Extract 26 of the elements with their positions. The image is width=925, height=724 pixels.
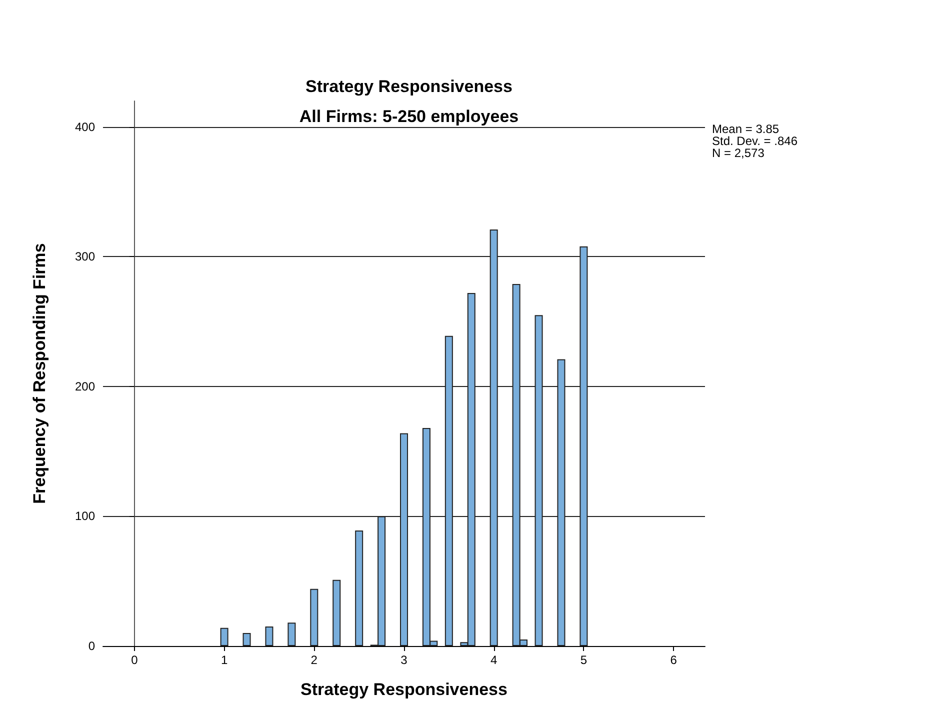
text: Std. Dev. = .846 [712,134,798,148]
x-tick-label: 4 [490,653,498,667]
y-axis-title: Frequency of Responding Firms [30,243,49,504]
bar [310,588,318,646]
x-tick-label: 6 [670,653,678,667]
chart-title: Strategy Responsiveness [306,77,512,96]
x-tick-label: 5 [580,653,588,667]
x-tick-label: 3 [400,653,408,667]
y-tick-label: 300 [74,250,96,264]
bar [332,580,341,646]
bar [242,633,251,646]
text: Mean = 3.85 [712,122,780,136]
bar [220,628,228,646]
y-tick-label: 0 [88,639,96,653]
y-tick-label: 100 [74,509,96,524]
chart-subtitle: All Firms: 5-250 employees [299,107,519,126]
y-tick-label: 200 [74,379,96,394]
y-tick-label: 400 [74,120,96,134]
bar [288,622,296,646]
x-tick-label: 1 [220,653,228,667]
x-axis-title: Strategy Responsiveness [300,680,508,699]
bar [355,530,364,646]
x-tick-label: 2 [310,653,318,667]
text: N = 2,573 [712,146,765,160]
bar [265,626,274,646]
x-tick-label: 0 [131,653,138,667]
